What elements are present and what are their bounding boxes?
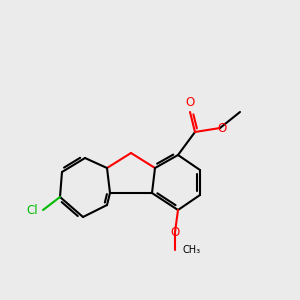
Text: Cl: Cl (26, 203, 38, 217)
Text: O: O (185, 96, 195, 109)
Text: O: O (217, 122, 226, 134)
Text: O: O (170, 226, 180, 238)
Text: CH₃: CH₃ (182, 245, 201, 255)
